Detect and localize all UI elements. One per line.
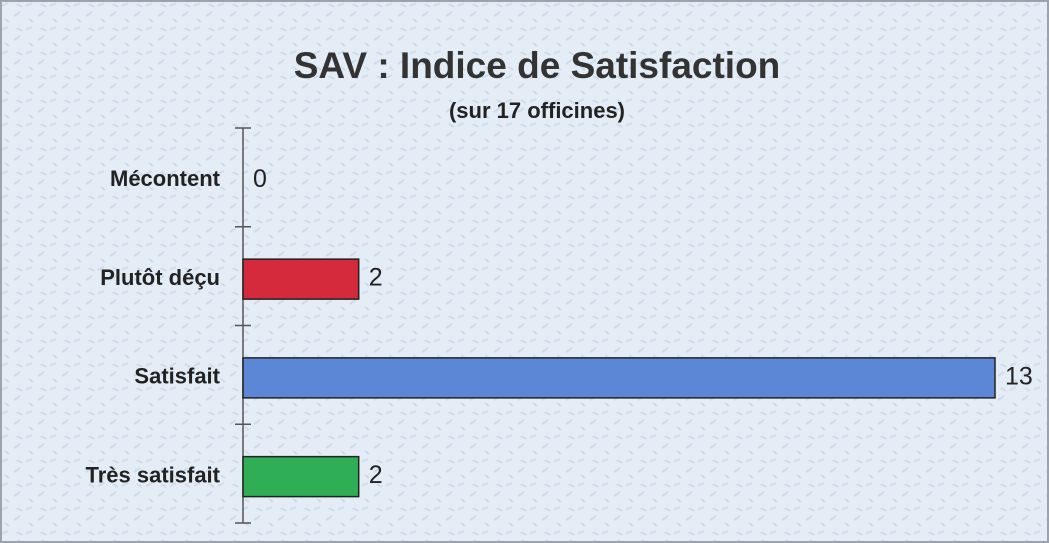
value-label: 2	[369, 264, 383, 292]
value-label: 2	[369, 461, 383, 489]
chart-subtitle: (sur 17 officines)	[449, 98, 625, 123]
bar	[242, 357, 996, 399]
bar	[242, 455, 360, 498]
y-tick-label: Très satisfait	[85, 462, 220, 487]
bar	[242, 258, 360, 300]
y-tick-label: Satisfait	[134, 364, 220, 389]
y-tick-label: Plutôt déçu	[100, 265, 220, 290]
chart-title: SAV : Indice de Satisfaction	[294, 45, 781, 86]
value-label: 13	[1005, 362, 1033, 390]
y-tick-label: Mécontent	[110, 166, 221, 191]
value-label: 0	[253, 165, 267, 193]
